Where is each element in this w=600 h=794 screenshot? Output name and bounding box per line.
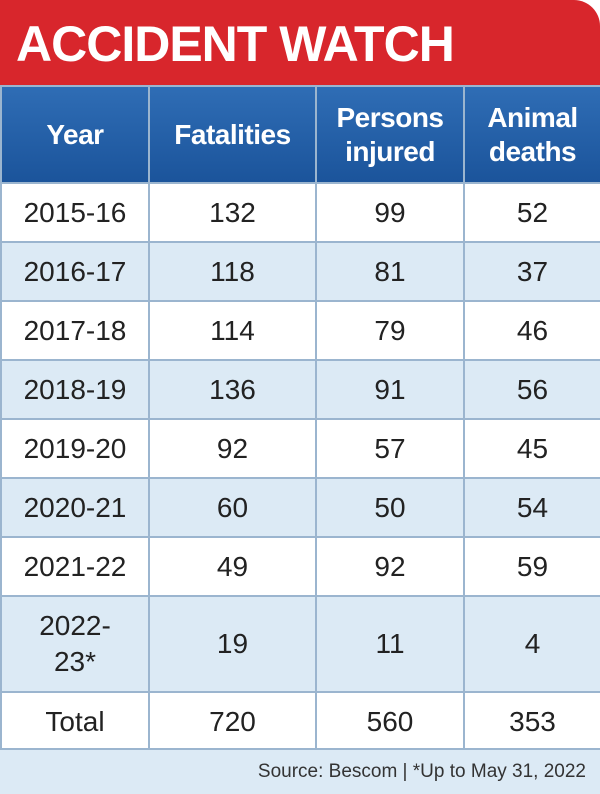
- cell: 720: [148, 691, 317, 752]
- cell-text: 560: [366, 705, 414, 737]
- row-label: 2016-17: [0, 241, 150, 302]
- cell: 49: [148, 536, 317, 597]
- row-label: 2019-20: [0, 418, 150, 479]
- cell-text: 2019-20: [23, 432, 127, 464]
- table-row: 2018-19 136 91 56: [0, 359, 600, 420]
- cell-text: 2016-17: [23, 255, 127, 287]
- table-row: 2019-20 92 57 45: [0, 418, 600, 479]
- source-note: Source: Bescom | *Up to May 31, 2022: [0, 748, 600, 794]
- total-row: Total 720 560 353: [0, 691, 600, 752]
- cell-text: 54: [516, 491, 549, 523]
- data-table: Year Fatalities Persons injured Animal deat…: [0, 85, 600, 752]
- table-row: 2021-22 49 92 59: [0, 536, 600, 597]
- table-row: 2016-17 118 81 37: [0, 241, 600, 302]
- cell: 136: [148, 359, 317, 420]
- cell-text: 60: [216, 491, 249, 523]
- cell-text: 92: [216, 432, 249, 464]
- cell-text: 353: [509, 705, 556, 737]
- cell: 50: [315, 477, 465, 538]
- column-header: Persons injured: [315, 85, 465, 184]
- cell: 52: [463, 182, 600, 243]
- column-header-text: Fatalities: [174, 118, 291, 150]
- table-row: 2017-18 114 79 46: [0, 300, 600, 361]
- row-label: 2018-19: [0, 359, 150, 420]
- cell: 79: [315, 300, 465, 361]
- cell-text: 2020-21: [23, 491, 127, 523]
- cell: 91: [315, 359, 465, 420]
- column-header: Fatalities: [148, 85, 317, 184]
- cell-text: 49: [216, 550, 249, 582]
- row-label: 2021-22: [0, 536, 150, 597]
- cell-text: 19: [216, 628, 249, 659]
- cell-text: 45: [516, 432, 549, 464]
- cell-text: 57: [374, 432, 406, 464]
- cell: 560: [315, 691, 465, 752]
- title: ACCIDENT WATCH: [0, 0, 600, 85]
- cell: 56: [463, 359, 600, 420]
- cell-text: 136: [209, 373, 256, 405]
- cell-text: 59: [516, 550, 549, 582]
- header-row: Year Fatalities Persons injured Animal deat…: [0, 85, 600, 184]
- cell: 19: [148, 595, 317, 693]
- cell: 353: [463, 691, 600, 752]
- cell-text: 2015-16: [23, 196, 127, 228]
- row-label: 2015-16: [0, 182, 150, 243]
- cell-text: 4: [524, 628, 541, 659]
- cell-text: 2017-18: [23, 314, 127, 346]
- cell: 11: [315, 595, 465, 693]
- cell: 60: [148, 477, 317, 538]
- row-label: 2017-18: [0, 300, 150, 361]
- cell: 4: [463, 595, 600, 693]
- cell: 92: [148, 418, 317, 479]
- cell-text: 56: [516, 373, 549, 405]
- cell-text: 2022-23*: [39, 610, 111, 677]
- cell-text: 114: [210, 314, 255, 346]
- cell-text: 132: [209, 196, 256, 228]
- cell-text: 50: [374, 491, 406, 523]
- cell-text: 46: [516, 314, 549, 346]
- column-header: Year: [0, 85, 150, 184]
- row-label: 2020-21: [0, 477, 150, 538]
- cell: 46: [463, 300, 600, 361]
- cell: 99: [315, 182, 465, 243]
- column-header-text: Year: [46, 118, 104, 150]
- row-label: 2022-23*: [0, 595, 150, 693]
- cell-text: 92: [374, 550, 406, 582]
- cell: 57: [315, 418, 465, 479]
- cell-text: 118: [210, 255, 255, 287]
- cell-text: 81: [374, 255, 406, 287]
- table-body: 2015-16 132 99 52 2016-17 118 81 37 2017-18 114 79…: [0, 182, 600, 752]
- cell: 118: [148, 241, 317, 302]
- cell-text: 720: [209, 705, 256, 737]
- cell: 114: [148, 300, 317, 361]
- cell-text: 2021-22: [23, 550, 127, 582]
- cell-text: 2018-19: [23, 373, 127, 405]
- cell: 54: [463, 477, 600, 538]
- column-header-text: Persons injured: [336, 101, 445, 167]
- table-row: 2020-21 60 50 54: [0, 477, 600, 538]
- cell-text: 37: [516, 255, 549, 287]
- cell: 132: [148, 182, 317, 243]
- table-row: 2015-16 132 99 52: [0, 182, 600, 243]
- cell-text: Total: [45, 705, 105, 737]
- row-label: Total: [0, 691, 150, 752]
- column-header: Animal deaths: [463, 85, 600, 184]
- cell: 92: [315, 536, 465, 597]
- cell: 37: [463, 241, 600, 302]
- cell-text: 11: [375, 628, 405, 659]
- cell: 59: [463, 536, 600, 597]
- cell-text: 99: [374, 196, 406, 228]
- column-header-text: Animal deaths: [487, 101, 578, 167]
- cell: 45: [463, 418, 600, 479]
- table-row: 2022-23* 19 11 4: [0, 595, 600, 693]
- cell-text: 79: [374, 314, 406, 346]
- cell-text: 52: [516, 196, 549, 228]
- cell-text: 91: [374, 373, 406, 405]
- cell: 81: [315, 241, 465, 302]
